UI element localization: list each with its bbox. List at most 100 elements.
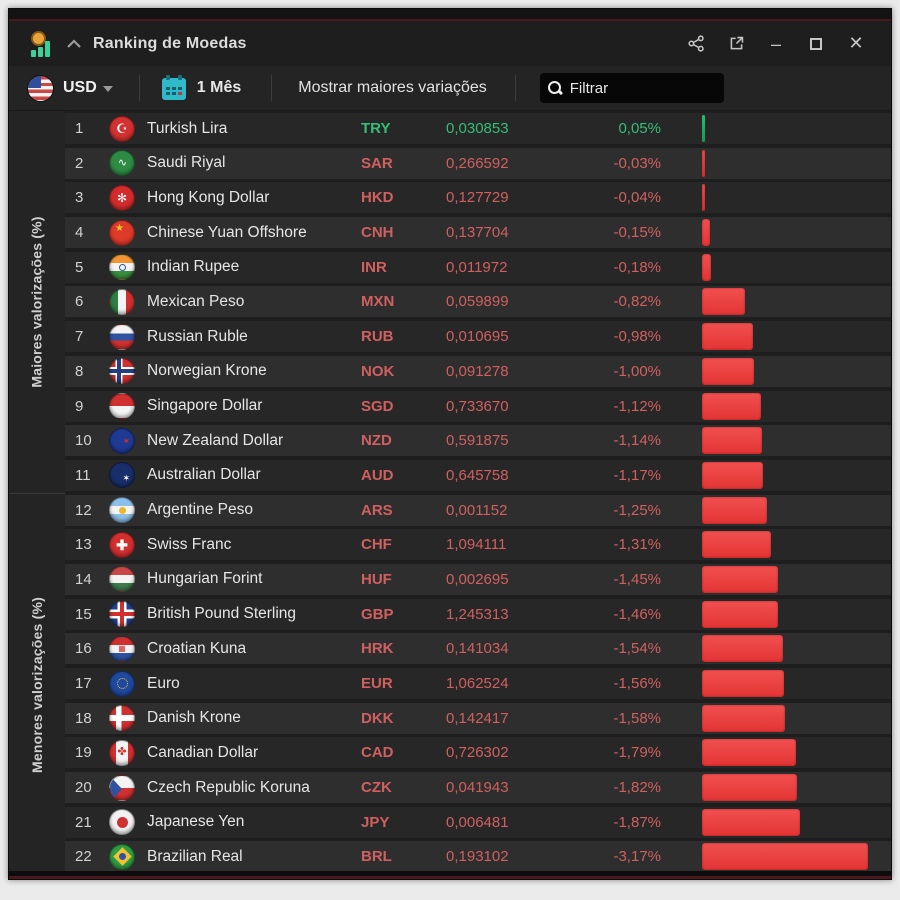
table-row[interactable]: 10 ✶ New Zealand Dollar NZD 0,591875 -1,… <box>65 425 891 457</box>
table-row[interactable]: 9 Singapore Dollar SGD 0,733670 -1,12% <box>65 390 891 422</box>
rank-cell: 8 <box>75 362 84 380</box>
chevron-down-icon[interactable] <box>102 86 113 92</box>
close-button[interactable]: ✕ <box>848 33 864 53</box>
change-bar <box>702 565 778 593</box>
currency-change-percent: -0,04% <box>613 189 661 207</box>
currency-value: 0,011972 <box>446 258 508 276</box>
table-row[interactable]: 15 British Pound Sterling GBP 1,245313 -… <box>65 598 891 630</box>
currency-flag-icon <box>109 774 135 801</box>
change-bar-cell <box>702 808 891 836</box>
currency-value: 0,030853 <box>446 120 509 137</box>
table-row[interactable]: 4 ★ Chinese Yuan Offshore CNH 0,137704 -… <box>65 217 891 249</box>
table-row[interactable]: 13 ✚ Swiss Franc CHF 1,094111 -1,31% <box>65 529 891 561</box>
currency-change-percent: -1,54% <box>613 640 661 658</box>
currency-code: ARS <box>361 501 393 519</box>
currency-code: CNH <box>361 224 394 242</box>
change-bar <box>702 808 800 836</box>
maximize-button[interactable] <box>801 31 831 57</box>
currency-name: Czech Republic Koruna <box>147 778 310 796</box>
change-bar-cell <box>702 288 891 316</box>
table-row[interactable]: 16 ▦ Croatian Kuna HRK 0,141034 -1,54% <box>65 633 891 665</box>
change-bar-cell <box>702 253 891 281</box>
table-row[interactable]: 12 Argentine Peso ARS 0,001152 -1,25% <box>65 494 891 526</box>
change-bar-cell <box>702 392 891 420</box>
change-bar <box>702 115 705 142</box>
rank-cell: 14 <box>75 570 92 588</box>
table-row[interactable]: 2 ∿ Saudi Riyal SAR 0,266592 -0,03% <box>65 147 891 179</box>
calendar-icon[interactable] <box>161 75 186 100</box>
currency-name: Japanese Yen <box>147 813 245 831</box>
currency-flag-icon: ✤ <box>109 739 135 766</box>
filter-box[interactable] <box>539 73 724 103</box>
change-bar-cell <box>702 531 891 559</box>
currency-change-percent: -1,45% <box>613 570 661 588</box>
change-bar <box>702 288 745 316</box>
currency-selector[interactable]: USD <box>63 79 97 96</box>
currency-change-percent: -1,17% <box>613 466 661 484</box>
change-bar <box>702 739 796 767</box>
table-row[interactable]: 22 Brazilian Real BRL 0,193102 -3,17% <box>65 841 891 873</box>
share-icon[interactable] <box>681 31 711 57</box>
change-bar <box>702 323 753 351</box>
currency-change-percent: -1,00% <box>613 362 661 380</box>
rank-cell: 18 <box>75 709 92 727</box>
table-row[interactable]: 21 Japanese Yen JPY 0,006481 -1,87% <box>65 806 891 838</box>
currency-value: 0,266592 <box>446 154 509 172</box>
currency-value: 0,002695 <box>446 570 509 588</box>
currency-name: Croatian Kuna <box>147 639 247 657</box>
table-row[interactable]: 14 Hungarian Forint HUF 0,002695 -1,45% <box>65 563 891 595</box>
currency-value: 0,127729 <box>446 189 509 207</box>
table-row[interactable]: 6 Mexican Peso MXN 0,059899 -0,82% <box>65 286 891 318</box>
currency-value: 0,059899 <box>446 293 509 311</box>
rank-cell: 10 <box>75 432 92 450</box>
rank-cell: 3 <box>75 189 84 207</box>
title-bar[interactable]: Ranking de Moedas – ✕ <box>9 21 891 66</box>
change-bar-cell <box>702 323 891 351</box>
currency-name: Australian Dollar <box>147 466 261 484</box>
currency-code: CZK <box>361 779 392 797</box>
table-row[interactable]: 8 Norwegian Krone NOK 0,091278 -1,00% <box>65 355 891 387</box>
table-row[interactable]: 1 ☪ Turkish Lira TRY 0,030853 0,05% <box>65 113 891 144</box>
currency-change-percent: -1,82% <box>613 779 661 797</box>
change-bar-cell <box>702 357 891 385</box>
open-in-new-icon[interactable] <box>721 31 751 57</box>
currency-value: 0,010695 <box>446 328 509 346</box>
currency-change-percent: -0,82% <box>613 293 661 311</box>
currency-name: Argentine Peso <box>147 501 253 519</box>
table-row[interactable]: 20 Czech Republic Koruna CZK 0,041943 -1… <box>65 772 891 804</box>
currency-value: 0,141034 <box>446 640 509 658</box>
change-bar <box>702 670 784 697</box>
change-bar <box>702 253 711 281</box>
currency-change-percent: -1,56% <box>613 675 661 692</box>
table-row[interactable]: 19 ✤ Canadian Dollar CAD 0,726302 -1,79% <box>65 737 891 769</box>
rank-cell: 20 <box>75 779 92 797</box>
rank-cell: 13 <box>75 536 92 554</box>
currency-flag-icon <box>109 705 135 732</box>
currency-change-percent: -0,03% <box>613 154 661 172</box>
currency-change-percent: -3,17% <box>613 848 661 866</box>
table-row[interactable]: 5 Indian Rupee INR 0,011972 -0,18% <box>65 251 891 283</box>
currency-value: 0,006481 <box>446 813 509 831</box>
change-bar-cell <box>702 565 891 593</box>
rank-cell: 19 <box>75 744 92 762</box>
table-row[interactable]: 18 Danish Krone DKK 0,142417 -1,58% <box>65 702 891 734</box>
table-row[interactable]: 11 ✶ Australian Dollar AUD 0,645758 -1,1… <box>65 459 891 491</box>
filter-input[interactable] <box>569 79 700 97</box>
period-selector[interactable]: 1 Mês <box>196 79 242 96</box>
table-row[interactable]: 3 ✻ Hong Kong Dollar HKD 0,127729 -0,04% <box>65 182 891 214</box>
show-variations-toggle[interactable]: Mostrar maiores variações <box>298 79 487 96</box>
change-bar <box>702 427 762 455</box>
change-bar-cell <box>702 739 891 767</box>
collapse-chevron-icon[interactable] <box>65 35 83 53</box>
currency-change-percent: -1,31% <box>613 536 661 554</box>
change-bar-cell <box>702 774 891 802</box>
currency-name: Chinese Yuan Offshore <box>147 223 307 241</box>
currency-flag-icon <box>109 843 135 870</box>
currency-flag-icon: ★ <box>109 219 135 246</box>
table-row[interactable]: 17 Euro EUR 1,062524 -1,56% <box>65 668 891 699</box>
currency-change-percent: -0,98% <box>613 328 661 346</box>
change-bar <box>702 392 761 420</box>
top-section-header: Maiores valorizações (%) <box>9 111 65 493</box>
minimize-button[interactable]: – <box>770 33 781 54</box>
table-row[interactable]: 7 Russian Ruble RUB 0,010695 -0,98% <box>65 321 891 353</box>
